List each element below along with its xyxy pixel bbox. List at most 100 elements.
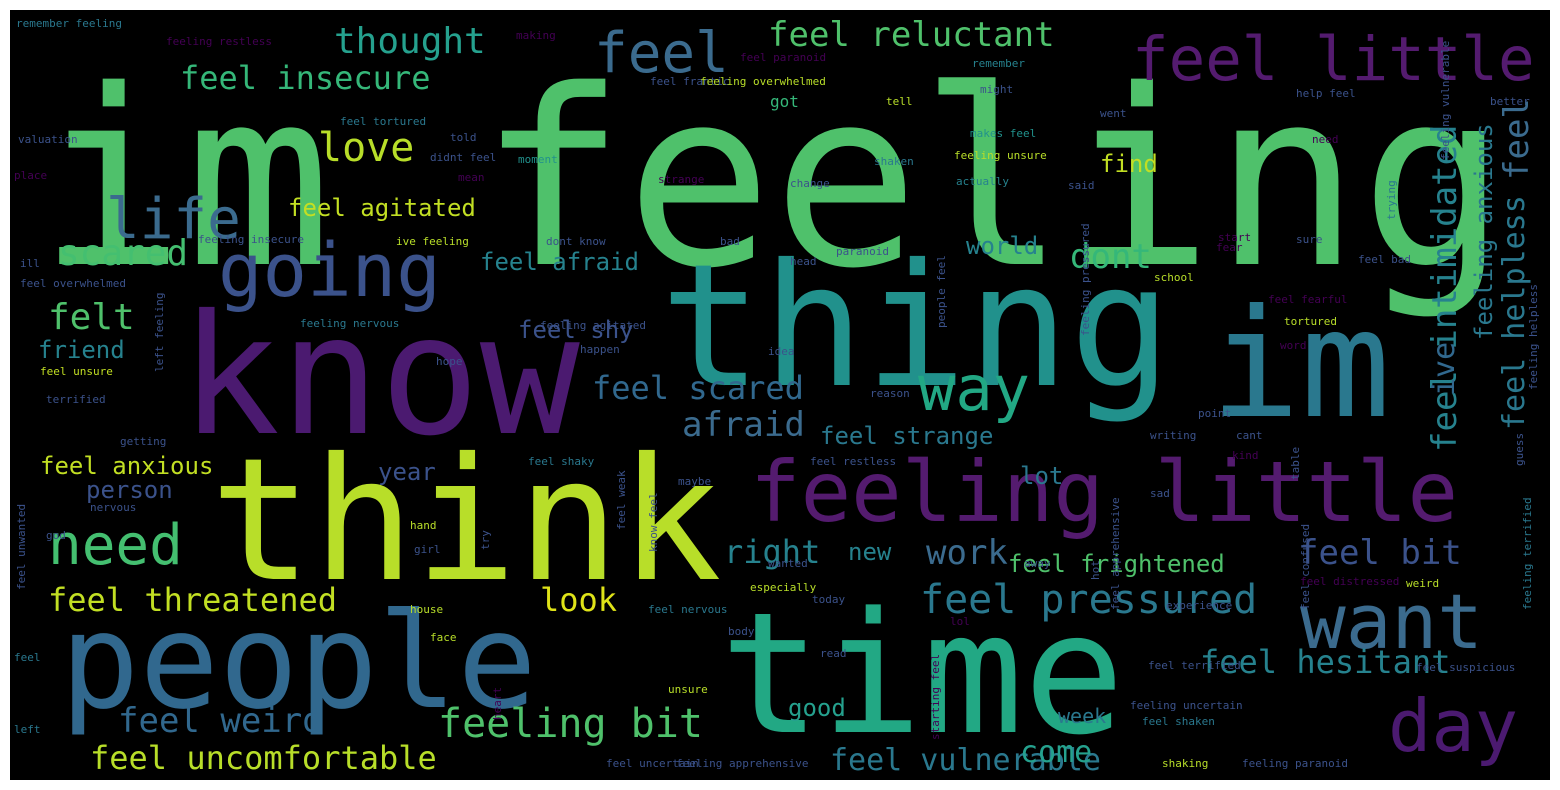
word: experience <box>1166 599 1233 612</box>
word: feeling paranoid <box>1242 757 1348 770</box>
word: feel agitated <box>288 194 476 222</box>
word: need <box>1312 133 1339 146</box>
word: hot <box>1089 560 1102 580</box>
word: getting <box>120 435 167 448</box>
word: scared <box>58 233 189 274</box>
word: feel overwhelmed <box>20 277 126 290</box>
word: friend <box>38 336 125 364</box>
word: thing <box>660 228 1172 426</box>
word: feel tortured <box>340 115 427 128</box>
word: feeling helpless <box>1527 284 1540 390</box>
word: god <box>46 529 66 542</box>
word: trying <box>1385 180 1398 220</box>
word: right <box>724 533 821 571</box>
word: feel frantic <box>650 75 730 88</box>
word: world <box>966 232 1039 260</box>
word: feel nervous <box>648 603 728 616</box>
word: dont <box>1070 237 1152 277</box>
word: feel pressured <box>920 577 1258 623</box>
word: feel paranoid <box>740 51 827 64</box>
word: got <box>770 92 799 111</box>
word: valuation <box>18 133 78 146</box>
word: didnt feel <box>430 151 497 164</box>
word: feel scared <box>592 369 804 407</box>
word: im <box>1210 278 1391 452</box>
word: said <box>1068 179 1095 192</box>
word: read <box>820 647 847 660</box>
word: ill <box>20 257 40 270</box>
word: change <box>790 177 830 190</box>
word: good <box>788 694 846 722</box>
word: time <box>720 576 1125 772</box>
word: help feel <box>1296 87 1356 100</box>
word: house <box>410 603 444 616</box>
word: feel confused <box>1299 523 1312 610</box>
word: mean <box>458 171 485 184</box>
word: feeling agitated <box>540 319 646 332</box>
word: start <box>1218 231 1252 244</box>
word: shaking <box>1162 757 1209 770</box>
word: feel helpless <box>1497 195 1532 430</box>
word: feel bad <box>1358 253 1411 266</box>
word: heart <box>491 686 504 720</box>
word: happen <box>580 343 620 356</box>
word: know <box>180 280 580 473</box>
word: remember feeling <box>16 17 122 30</box>
word: weird <box>1406 577 1440 590</box>
word: way <box>918 352 1030 425</box>
word: feeling bit <box>438 701 703 747</box>
word: feel intimidated <box>1425 124 1465 452</box>
word: afraid <box>682 405 805 445</box>
word: feel distressed <box>1300 575 1400 588</box>
word: feeling restless <box>166 35 272 48</box>
word: makes feel <box>970 127 1037 140</box>
word: might <box>980 83 1014 96</box>
word: want <box>1300 577 1484 666</box>
word: told <box>450 131 477 144</box>
word: reason <box>870 387 910 400</box>
word: feeling vulnerable <box>1439 40 1452 160</box>
word: feel bit <box>1298 533 1462 573</box>
word: sad <box>1150 487 1170 500</box>
wordcloud-canvas: im feeling thing know think im people ti… <box>10 10 1550 780</box>
word: terrified <box>46 393 106 406</box>
word: feeling terrified <box>1521 497 1534 610</box>
word: place <box>14 169 48 182</box>
word: feeling apprehensive <box>676 757 809 770</box>
word: feel apprehensive <box>1109 497 1122 610</box>
word: feel shaky <box>528 455 595 468</box>
word: writing <box>1150 429 1197 442</box>
word: feel fearful <box>1268 293 1348 306</box>
word: know feel <box>647 492 660 552</box>
word: feel anxious <box>40 452 214 480</box>
word: guess <box>1513 432 1526 466</box>
word: paranoid <box>836 245 889 258</box>
word: person <box>86 476 173 504</box>
word: feel weak <box>615 470 628 530</box>
word: unsure <box>668 683 708 696</box>
word: im feeling <box>38 38 1508 322</box>
word: feel <box>14 651 41 664</box>
word: feel terrified <box>1148 659 1241 672</box>
word: feeling little <box>750 443 1459 541</box>
word: shaken <box>874 155 914 168</box>
word: year <box>378 458 436 486</box>
word: feel threatened <box>48 581 337 619</box>
word: maybe <box>678 475 712 488</box>
word: feel vulnerable <box>830 743 1101 778</box>
word: feeling uncertain <box>1130 699 1243 712</box>
word: think <box>210 422 722 620</box>
word: body <box>728 625 755 638</box>
word: nervous <box>90 501 137 514</box>
word: feel shy <box>518 316 634 344</box>
word: strange <box>658 173 705 186</box>
word: feel suspicious <box>1416 661 1516 674</box>
word: making <box>516 29 556 42</box>
word: new <box>848 538 892 566</box>
word: remember <box>972 57 1025 70</box>
word: sure <box>1296 233 1323 246</box>
word: left feeling <box>153 292 166 372</box>
word: feel insecure <box>180 59 431 97</box>
word: day <box>1388 684 1519 768</box>
word: left <box>14 723 41 736</box>
